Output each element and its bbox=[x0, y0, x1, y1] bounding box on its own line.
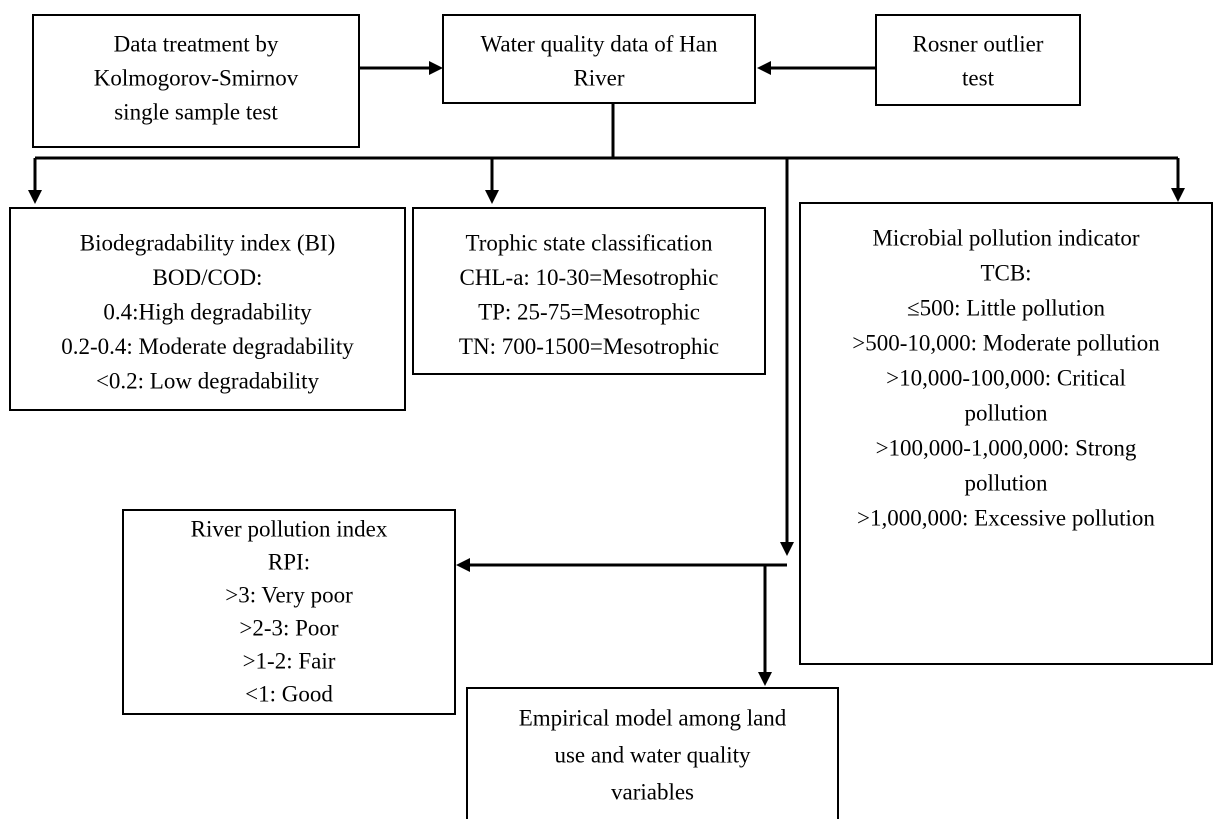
node-text: <1: Good bbox=[245, 681, 333, 706]
node-text: RPI: bbox=[268, 549, 310, 574]
node-text: Rosner outlier bbox=[913, 31, 1044, 56]
node-text: >100,000-1,000,000: Strong bbox=[876, 435, 1137, 460]
arrowhead bbox=[1171, 188, 1185, 202]
node-text: Microbial pollution indicator bbox=[872, 225, 1139, 250]
node-text: >1-2: Fair bbox=[243, 648, 336, 673]
node-box bbox=[442, 14, 756, 104]
connectors bbox=[28, 61, 1185, 686]
node: Data treatment by Kolmogorov-Smirnov singl… bbox=[32, 14, 360, 148]
node-text: Kolmogorov-Smirnov bbox=[94, 65, 299, 90]
node-box bbox=[875, 14, 1081, 106]
node-text: >2-3: Poor bbox=[239, 615, 339, 640]
node-text: Trophic state classification bbox=[466, 230, 713, 255]
arrowhead bbox=[429, 61, 443, 75]
node-text: Biodegradability index (BI) bbox=[80, 230, 336, 255]
node-box bbox=[9, 207, 406, 411]
arrowhead bbox=[456, 558, 470, 572]
node-box bbox=[32, 14, 360, 148]
node: Empirical model among land use and water … bbox=[466, 687, 839, 819]
arrowhead bbox=[757, 61, 771, 75]
node-text: pollution bbox=[964, 400, 1048, 425]
node-box bbox=[466, 687, 839, 819]
node: Rosner outlier test bbox=[875, 14, 1081, 106]
node: Trophic state classification CHL-a: 10-30… bbox=[412, 207, 766, 375]
node-box bbox=[799, 202, 1213, 665]
node-box bbox=[122, 509, 456, 715]
node-text: ≤500: Little pollution bbox=[907, 295, 1105, 320]
node-text: 0.4:High degradability bbox=[103, 299, 312, 324]
node-text: CHL-a: 10-30=Mesotrophic bbox=[460, 265, 719, 290]
node-text: variables bbox=[611, 779, 694, 804]
node-text: >1,000,000: Excessive pollution bbox=[857, 505, 1155, 530]
node-text: River pollution index bbox=[191, 516, 388, 541]
node-text: test bbox=[962, 65, 995, 90]
node-text: 0.2-0.4: Moderate degradability bbox=[61, 334, 354, 359]
arrowhead bbox=[780, 542, 794, 556]
node: Microbial pollution indicator TCB: ≤500: L… bbox=[799, 202, 1213, 665]
node-text: single sample test bbox=[114, 99, 278, 124]
node-text: >10,000-100,000: Critical bbox=[886, 365, 1126, 390]
node-text: pollution bbox=[964, 470, 1048, 495]
node: Water quality data of Han River bbox=[442, 14, 756, 104]
node-text: <0.2: Low degradability bbox=[96, 368, 320, 393]
node-text: TN: 700-1500=Mesotrophic bbox=[459, 334, 719, 359]
arrowhead bbox=[485, 190, 499, 204]
node-text: TCB: bbox=[980, 260, 1031, 285]
node: Biodegradability index (BI) BOD/COD: 0.4:H… bbox=[9, 207, 406, 411]
node-text: Data treatment by bbox=[114, 31, 279, 56]
node: River pollution index RPI: >3: Very poor >2… bbox=[122, 509, 456, 715]
node-text: >3: Very poor bbox=[225, 582, 353, 607]
arrowhead bbox=[758, 672, 772, 686]
node-text: use and water quality bbox=[554, 742, 751, 767]
node-box bbox=[412, 207, 766, 375]
node-text: TP: 25-75=Mesotrophic bbox=[478, 299, 700, 324]
node-text: BOD/COD: bbox=[153, 265, 263, 290]
node-text: Empirical model among land bbox=[519, 705, 787, 730]
node-text: >500-10,000: Moderate pollution bbox=[852, 330, 1160, 355]
node-text: Water quality data of Han bbox=[481, 31, 718, 56]
node-text: River bbox=[573, 65, 624, 90]
arrowhead bbox=[28, 190, 42, 204]
